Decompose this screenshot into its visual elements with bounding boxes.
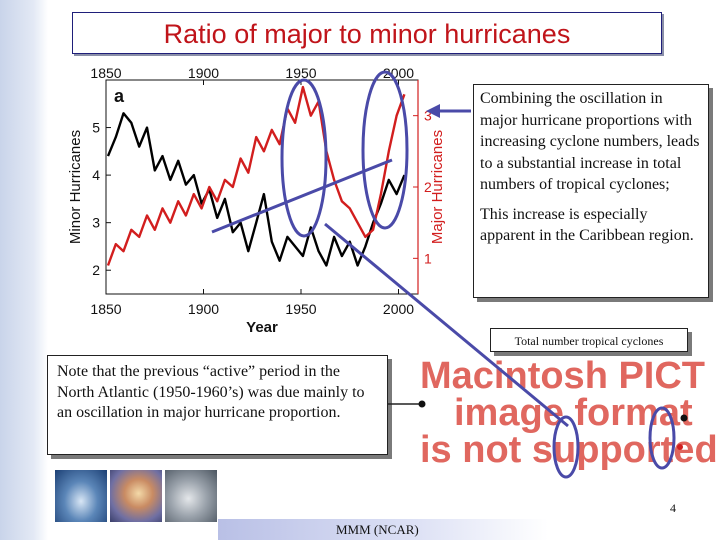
hurricane-chart: 1850 1850 1900 1900 1950 1950 2000 2000 2 3 4 5 1 2 3 a… [50, 65, 470, 336]
main-callout: Combining the oscillation in major hurri… [473, 84, 709, 298]
x-tick-label-top-2: 1950 [285, 68, 316, 81]
series-line-major [106, 85, 406, 266]
slide-side-strip [0, 0, 48, 540]
photo-strip [55, 470, 217, 522]
pict-ellipse-1 [552, 415, 580, 479]
arrow-head-icon [426, 104, 440, 118]
y-left-axis-label: Minor Hurricanes [67, 130, 84, 244]
pict-dot-black-icon [680, 414, 688, 422]
total-cyclones-label: Total number tropical cyclones [490, 328, 688, 352]
x-axis-label: Year [246, 319, 278, 334]
pict-ellipse-2 [648, 406, 676, 470]
y-left-tick-label-1: 3 [92, 215, 100, 231]
series-line-minor [106, 112, 406, 267]
x-tick-label-bottom-2: 1950 [285, 301, 316, 317]
page-number: 4 [670, 501, 676, 515]
trend-line [211, 158, 393, 234]
page-title: Ratio of major to minor hurricanes [163, 19, 571, 49]
x-tick-label-top-3: 2000 [383, 68, 414, 81]
sunset-photo [110, 470, 162, 522]
chart-svg: 1850 1850 1900 1900 1950 1950 2000 2000 2 3 4 5 1 2 3 a… [67, 65, 446, 336]
cloud-photo-1 [55, 470, 107, 522]
y-right-axis-label: Major Hurricanes [429, 130, 446, 244]
callout-paragraph-2: This increase is especially apparent in … [480, 205, 694, 245]
x-tick-label-bottom-3: 2000 [383, 301, 414, 317]
pointer-line-to-pict [324, 222, 569, 428]
panel-label: a [114, 86, 125, 106]
footer-bar [218, 519, 548, 540]
y-left-tick-label-2: 4 [92, 167, 100, 183]
footer-text: MMM (NCAR) [336, 522, 419, 537]
pointer-dot-icon [418, 400, 426, 408]
title-box: Ratio of major to minor hurricanes [72, 12, 662, 54]
x-tick-label-bottom-0: 1850 [90, 301, 121, 317]
highlight-ellipse-2000s [361, 70, 409, 230]
y-left-tick-label-3: 5 [92, 120, 100, 136]
x-tick-label-bottom-1: 1900 [188, 301, 219, 317]
y-left-tick-label-0: 2 [92, 262, 100, 278]
cloud-photo-2 [165, 470, 217, 522]
highlight-ellipse-1950s [280, 78, 328, 238]
y-right-tick-label-0: 1 [424, 250, 432, 266]
x-tick-label-top-1: 1900 [188, 68, 219, 81]
callout-paragraph-1: Combining the oscillation in major hurri… [480, 90, 700, 193]
y-right-tick-label-2: 3 [424, 108, 432, 124]
pict-dot-red-icon [677, 444, 683, 450]
x-tick-label-top-0: 1850 [90, 68, 121, 81]
pict-line-1: Macintosh PICT [420, 358, 706, 397]
note-callout: Note that the previous “active” period i… [47, 355, 388, 455]
y-right-tick-label-1: 2 [424, 179, 432, 195]
